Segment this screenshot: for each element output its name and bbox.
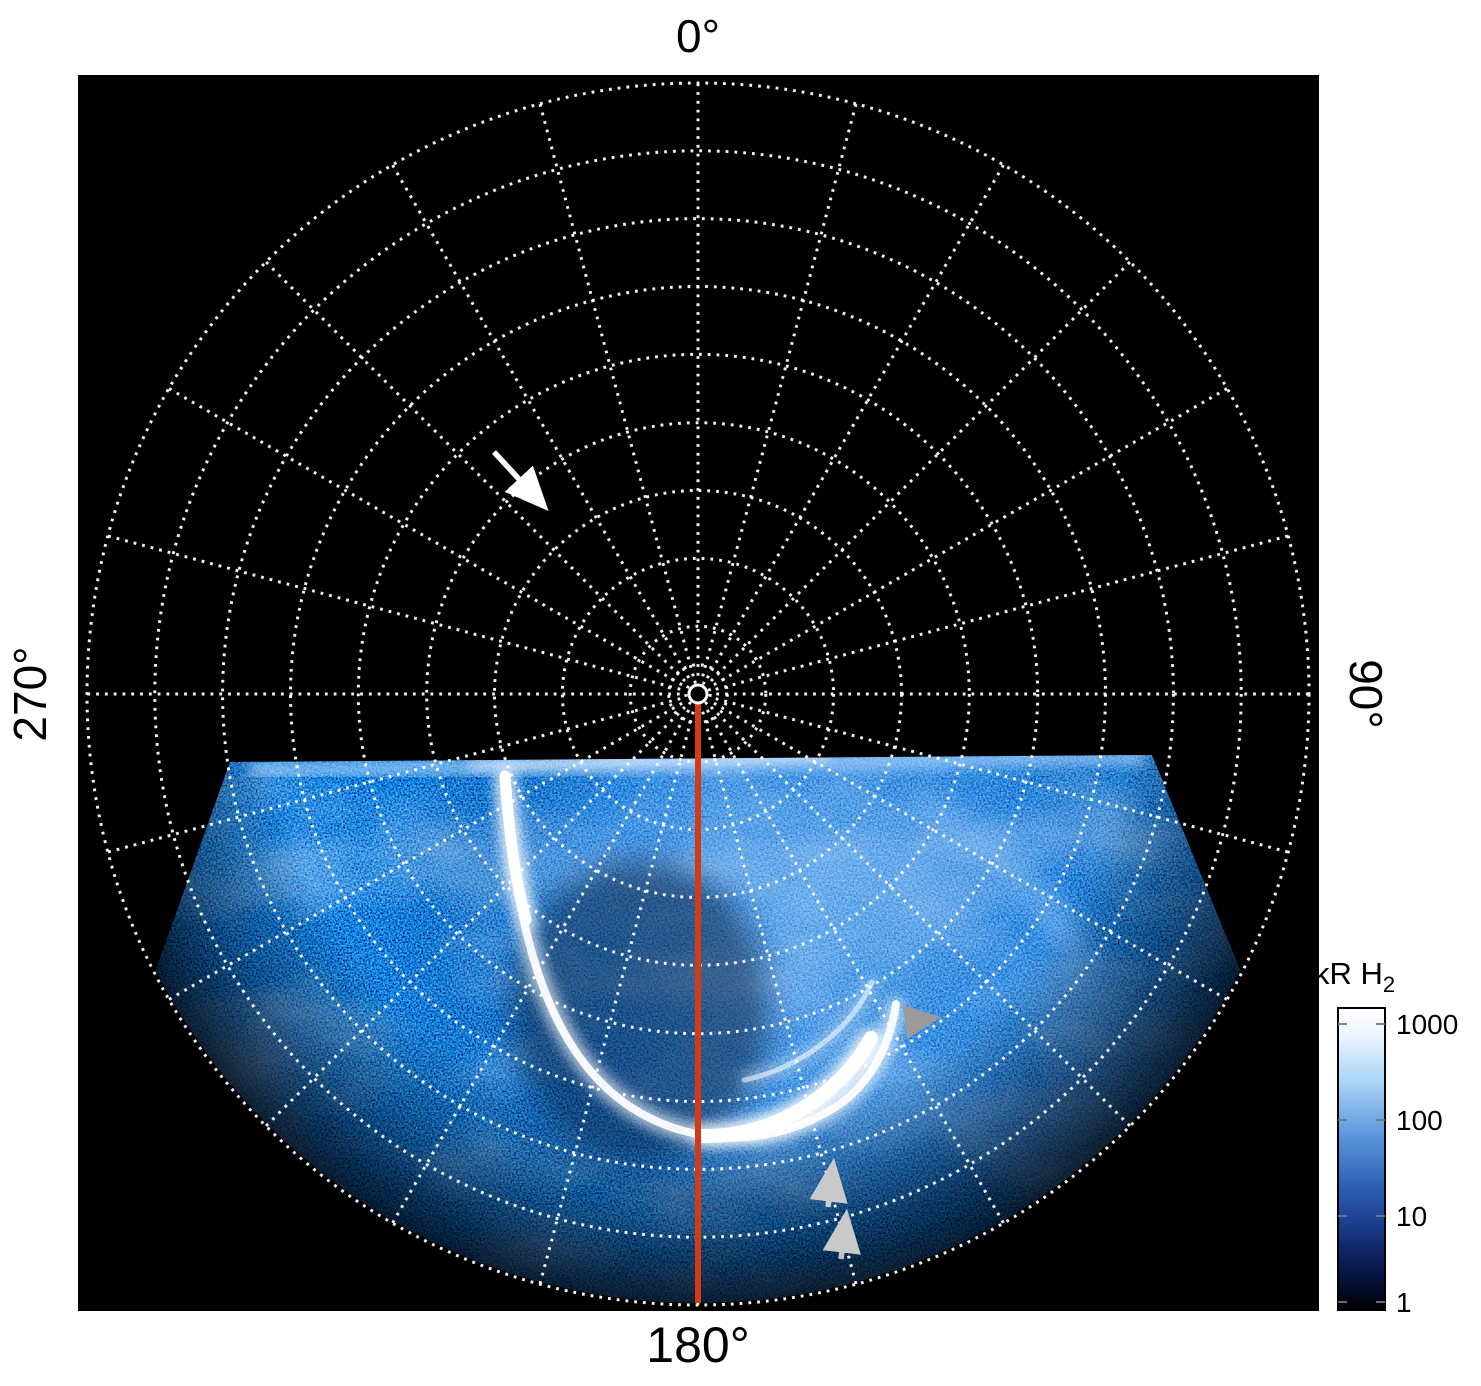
colorbar-ticks [1338,1023,1385,1303]
grid-spoke [709,260,1132,683]
white-arrow [491,450,549,512]
pole-center-marker [687,683,709,705]
colorbar: kR H2 1000 100 10 1 [1314,956,1458,1318]
grid-spoke [264,705,687,1128]
light-gray-arrow-upper [809,1157,848,1208]
angle-label-bottom: 180° [646,1317,749,1373]
grid-spoke [715,697,1289,854]
grid-spoke [107,534,681,691]
grid-ring [153,149,1243,1239]
grid-spoke [538,103,695,677]
grid-spoke [391,709,691,1224]
angle-label-top: 0° [676,10,720,62]
grid-ring [425,421,971,967]
angle-label-right: 90° [1340,659,1392,729]
grid-ring [85,81,1311,1307]
grid-spoke [391,164,691,679]
colorbar-gradient [1337,1007,1386,1311]
grid-spoke [709,705,1132,1128]
colorbar-title: kR H2 [1314,956,1395,997]
grid-spoke [705,164,1005,679]
grid-spoke [715,534,1289,691]
colorbar-title-main: kR H [1314,956,1383,991]
colorbar-title-sub: 2 [1383,972,1395,997]
colorbar-tick-1000: 1000 [1396,1009,1458,1040]
grid-ring [221,217,1175,1171]
colorbar-tick-10: 10 [1396,1201,1427,1232]
grid-spoke [168,387,683,687]
angle-label-left: 270° [4,646,56,741]
light-gray-arrow-lower [822,1208,861,1260]
grid-spoke [713,387,1228,687]
grid-spoke [538,711,695,1285]
grid-spoke [713,701,1228,1001]
grid-spoke [701,103,858,677]
grid-spoke [168,701,683,1001]
colorbar-tick-1: 1 [1396,1287,1412,1318]
colorbar-tick-100: 100 [1396,1105,1443,1136]
annotation-arrows [491,450,941,1260]
grid-spoke [264,260,687,683]
grid-spoke [705,709,1005,1224]
gray-arrowhead [902,1005,941,1039]
grid-spoke [107,697,681,854]
grid-ring [356,352,1040,1036]
auroral-arc [499,770,900,1144]
